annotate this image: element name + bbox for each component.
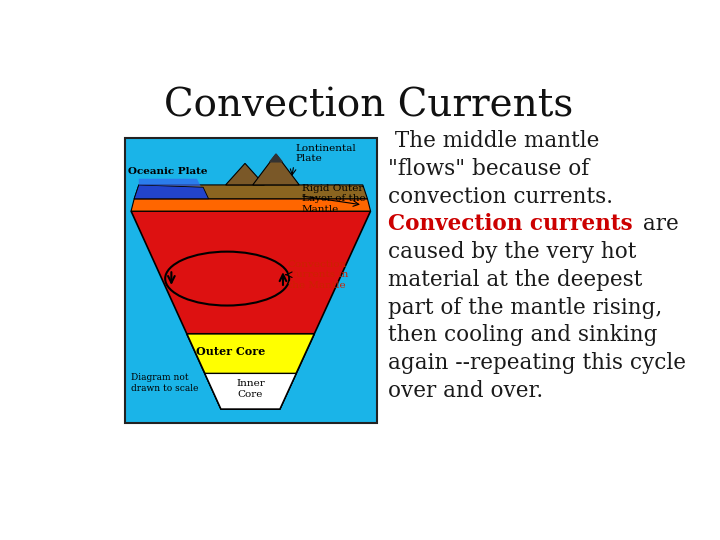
Bar — [125, 138, 377, 423]
Text: again --repeating this cycle: again --repeating this cycle — [388, 352, 686, 374]
Text: "flows" because of: "flows" because of — [388, 158, 590, 180]
Text: convection currents.: convection currents. — [388, 186, 613, 208]
Polygon shape — [134, 185, 209, 199]
Polygon shape — [131, 199, 371, 211]
Polygon shape — [131, 211, 371, 409]
Polygon shape — [186, 334, 315, 409]
Text: The middle mantle: The middle mantle — [388, 130, 600, 152]
Polygon shape — [225, 164, 264, 185]
Text: Convection
Currents in
the Mantle: Convection Currents in the Mantle — [287, 260, 348, 289]
Polygon shape — [204, 373, 296, 409]
Text: over and over.: over and over. — [388, 380, 544, 402]
Text: material at the deepest: material at the deepest — [388, 269, 643, 291]
Polygon shape — [270, 154, 282, 162]
Polygon shape — [139, 179, 201, 186]
Text: Outer Core: Outer Core — [197, 346, 266, 357]
Text: Lontinental
Plate: Lontinental Plate — [295, 144, 356, 164]
Text: part of the mantle rising,: part of the mantle rising, — [388, 296, 662, 319]
Text: Rigid Outer
Layer of the
Mantle: Rigid Outer Layer of the Mantle — [302, 184, 365, 214]
Text: Convection currents: Convection currents — [388, 213, 633, 235]
Text: caused by the very hot: caused by the very hot — [388, 241, 636, 263]
Text: Diagram not
drawn to scale: Diagram not drawn to scale — [131, 373, 199, 393]
Polygon shape — [134, 185, 367, 199]
Text: Inner
Core: Inner Core — [236, 379, 265, 399]
Text: Convection Currents: Convection Currents — [164, 88, 574, 125]
Text: then cooling and sinking: then cooling and sinking — [388, 325, 658, 346]
Polygon shape — [253, 154, 300, 185]
Text: are: are — [636, 213, 679, 235]
Text: Oceanic Plate: Oceanic Plate — [127, 167, 207, 176]
